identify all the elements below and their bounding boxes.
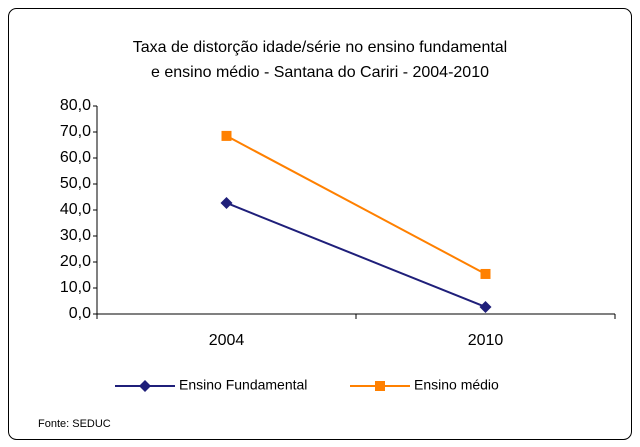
- series-line: [226, 202, 486, 308]
- y-tick-label: 70,0: [60, 123, 91, 140]
- x-tick-label: 2004: [209, 332, 245, 349]
- chart-title: Taxa de distorção idade/série no ensino …: [133, 39, 507, 56]
- y-tick-label: 80,0: [60, 97, 91, 114]
- y-tick-label: 10,0: [60, 279, 91, 296]
- data-point: [221, 130, 232, 141]
- series-line: [226, 135, 486, 275]
- data-point: [480, 268, 491, 279]
- legend-label: Ensino Fundamental: [179, 377, 307, 393]
- legend-marker: [139, 380, 151, 392]
- y-tick-label: 50,0: [60, 175, 91, 192]
- legend-label: Ensino médio: [414, 377, 499, 393]
- y-tick-label: 20,0: [60, 253, 91, 270]
- y-tick-label: 30,0: [60, 227, 91, 244]
- y-tick-label: 60,0: [60, 149, 91, 166]
- y-tick-label: 0,0: [69, 305, 91, 322]
- y-tick-label: 40,0: [60, 201, 91, 218]
- legend-marker: [375, 381, 385, 391]
- chart-frame: [8, 8, 632, 440]
- source-note: Fonte: SEDUC: [38, 418, 111, 430]
- x-tick-label: 2010: [468, 332, 504, 349]
- data-point: [479, 300, 492, 313]
- chart-title: e ensino médio - Santana do Cariri - 200…: [151, 64, 489, 81]
- data-point: [220, 196, 233, 209]
